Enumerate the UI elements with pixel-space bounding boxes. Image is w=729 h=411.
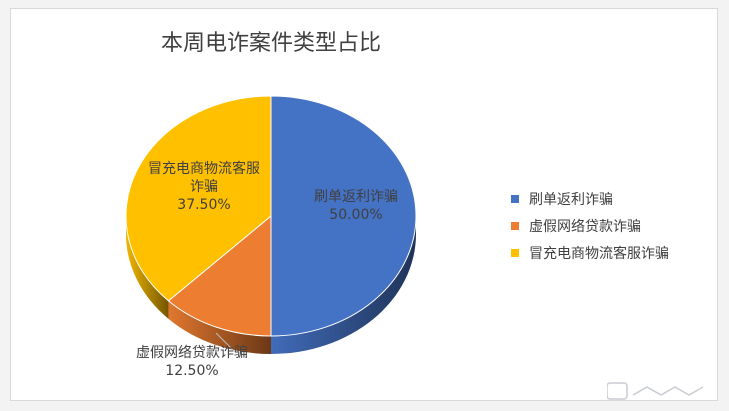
pie-slice: [167, 214, 272, 337]
watermark-logo-icon: [607, 382, 704, 400]
legend-swatch: [511, 194, 519, 203]
pie-slice-side: [126, 216, 169, 319]
legend-item: 刷单返利诈骗: [511, 185, 669, 212]
data-label-line: 虚假网络贷款诈骗: [136, 345, 248, 361]
legend-item: 冒充电商物流客服诈骗: [511, 239, 669, 266]
legend-label: 刷单返利诈骗: [529, 191, 613, 208]
data-label: 虚假网络贷款诈骗 12.50%: [136, 345, 248, 379]
pie-top: [125, 95, 417, 337]
pie-slice: [125, 95, 272, 302]
legend-swatch: [511, 221, 519, 230]
pie-chart: 刷单返利诈骗 50.00% 虚假网络贷款诈骗 12.50% 冒充电商物流客服诈骗 37.5…: [125, 95, 417, 379]
data-label-line: 12.50%: [165, 363, 218, 379]
pie-depth: [126, 216, 416, 354]
data-label-line: 37.50%: [177, 197, 230, 213]
chart-frame: 本周电诈案件类型占比 刷单返利诈骗 50.00% 虚假网络贷款诈骗 12.50% 冒充电…: [10, 8, 718, 401]
data-label-line: 诈骗: [190, 179, 218, 195]
data-label-line: 刷单返利诈骗: [314, 189, 398, 205]
data-label: 冒充电商物流客服诈骗 37.50%: [148, 160, 260, 213]
legend-swatch: [511, 248, 519, 257]
data-label-line: 冒充电商物流客服: [148, 160, 260, 177]
legend-label: 虚假网络贷款诈骗: [529, 218, 641, 235]
chart-title: 本周电诈案件类型占比: [160, 31, 381, 56]
legend-label: 冒充电商物流客服诈骗: [529, 245, 669, 262]
legend-item: 虚假网络贷款诈骗: [511, 212, 669, 239]
pie-slice-side: [271, 216, 416, 354]
legend: 刷单返利诈骗 虚假网络贷款诈骗 冒充电商物流客服诈骗: [511, 185, 669, 266]
pie-slice: [270, 95, 417, 337]
leader-line: [215, 332, 236, 353]
data-label: 刷单返利诈骗 50.00%: [314, 189, 398, 223]
data-label-line: 50.00%: [329, 207, 382, 223]
pie-slice-side: [168, 300, 271, 354]
